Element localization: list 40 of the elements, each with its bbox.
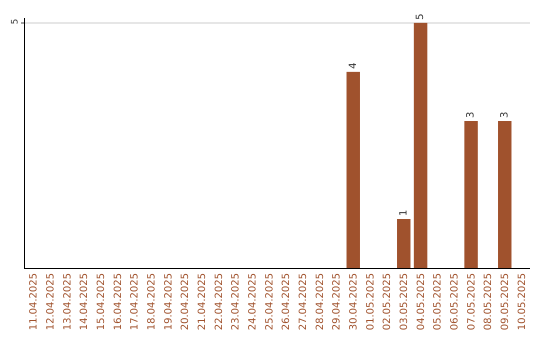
data-label: 4 — [348, 62, 359, 69]
x-tick-label: 04.05.2025 — [416, 273, 427, 330]
data-label: 1 — [398, 210, 410, 216]
x-tick-label: 25.04.2025 — [264, 273, 276, 330]
x-tick-label: 18.04.2025 — [146, 273, 158, 330]
x-tick-label: 13.04.2025 — [62, 273, 74, 330]
x-tick-label: 06.05.2025 — [450, 273, 460, 330]
x-tick-label: 30.04.2025 — [348, 273, 360, 330]
x-tick-label: 26.04.2025 — [281, 273, 292, 330]
x-tick-label: 14.04.2025 — [79, 273, 90, 330]
x-tick-label: 20.04.2025 — [180, 273, 192, 330]
x-tick-label: 08.05.2025 — [483, 273, 494, 330]
x-tick-label: 07.05.2025 — [466, 273, 478, 330]
x-tick-label: 12.04.2025 — [46, 273, 56, 330]
x-tick-label: 22.04.2025 — [214, 273, 225, 330]
x-tick-label: 03.05.2025 — [399, 273, 410, 330]
bar — [464, 120, 478, 268]
data-label: 3 — [499, 112, 510, 118]
x-tick-label: 29.04.2025 — [332, 273, 343, 330]
x-tick-label: 11.04.2025 — [28, 273, 40, 330]
x-tick-label: 15.04.2025 — [96, 273, 107, 330]
x-tick-label: 24.04.2025 — [248, 273, 258, 330]
x-tick-label: 21.04.2025 — [197, 273, 208, 330]
bar — [346, 72, 360, 268]
x-tick-label: 27.04.2025 — [298, 273, 309, 330]
data-label: 3 — [466, 112, 477, 118]
x-tick-label: 23.04.2025 — [230, 273, 242, 330]
x-tick-label: 28.04.2025 — [314, 273, 326, 330]
x-tick-label: 01.05.2025 — [365, 273, 376, 330]
x-tick-label: 19.04.2025 — [163, 273, 174, 330]
x-tick-label: 10.05.2025 — [516, 273, 528, 330]
bar — [498, 120, 512, 268]
data-label: 5 — [415, 14, 426, 20]
x-tick-label: 16.04.2025 — [112, 273, 124, 330]
x-tick-label: 05.05.2025 — [432, 273, 444, 330]
x-tick-label: 02.05.2025 — [382, 273, 394, 330]
x-tick-label: 09.05.2025 — [500, 273, 511, 330]
bar — [414, 22, 428, 268]
x-tick-label: 17.04.2025 — [130, 273, 141, 330]
bar — [397, 218, 410, 268]
